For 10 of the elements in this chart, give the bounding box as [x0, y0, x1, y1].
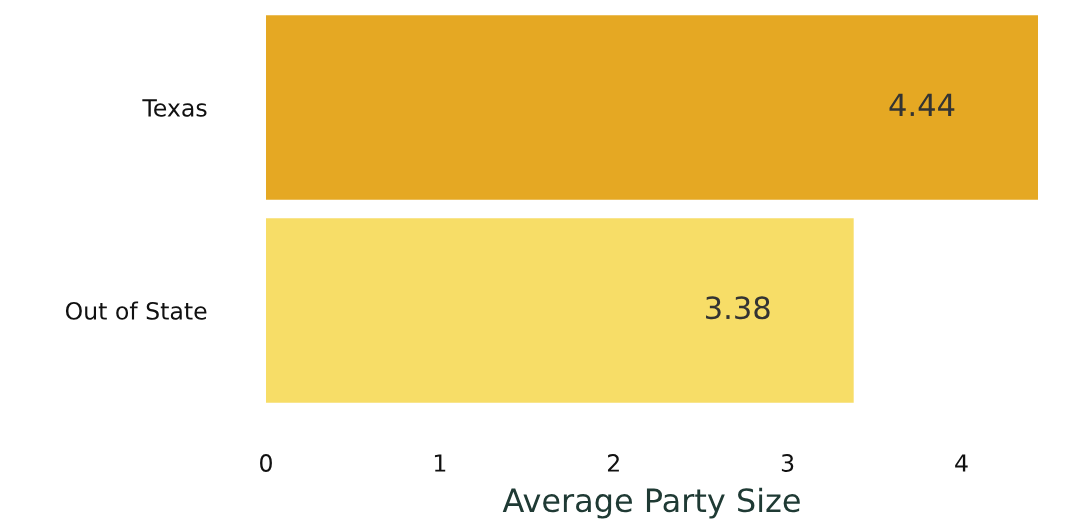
- x-axis-title: Average Party Size: [502, 487, 800, 519]
- x-tick-label: 0: [260, 454, 272, 472]
- y-tick-label: Out of State: [65, 301, 207, 320]
- x-tick-label: 3: [781, 454, 794, 472]
- y-tick-label: Texas: [142, 99, 207, 117]
- data-label: 3.38: [706, 296, 770, 320]
- x-tick-label: 1: [434, 454, 446, 472]
- x-tick-label: 2: [607, 454, 619, 472]
- x-tick-label: 4: [955, 454, 968, 472]
- data-label: 4.44: [889, 93, 955, 116]
